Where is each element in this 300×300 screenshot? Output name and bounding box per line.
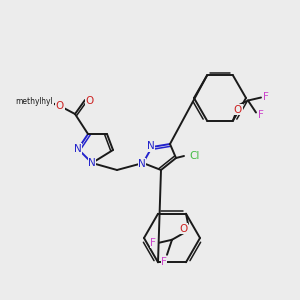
Text: F: F [263,92,269,101]
Text: methyl: methyl [15,97,42,106]
Text: methyl: methyl [27,98,53,106]
Text: O: O [179,224,187,234]
Text: O: O [56,101,64,111]
Text: F: F [258,110,264,119]
Text: N: N [138,159,146,169]
Text: O: O [86,96,94,106]
Text: O: O [234,104,242,115]
Text: F: F [150,238,156,248]
Text: Cl: Cl [190,151,200,161]
Text: F: F [161,257,167,267]
Text: N: N [147,141,155,151]
Text: N: N [88,158,96,168]
Text: N: N [74,144,82,154]
